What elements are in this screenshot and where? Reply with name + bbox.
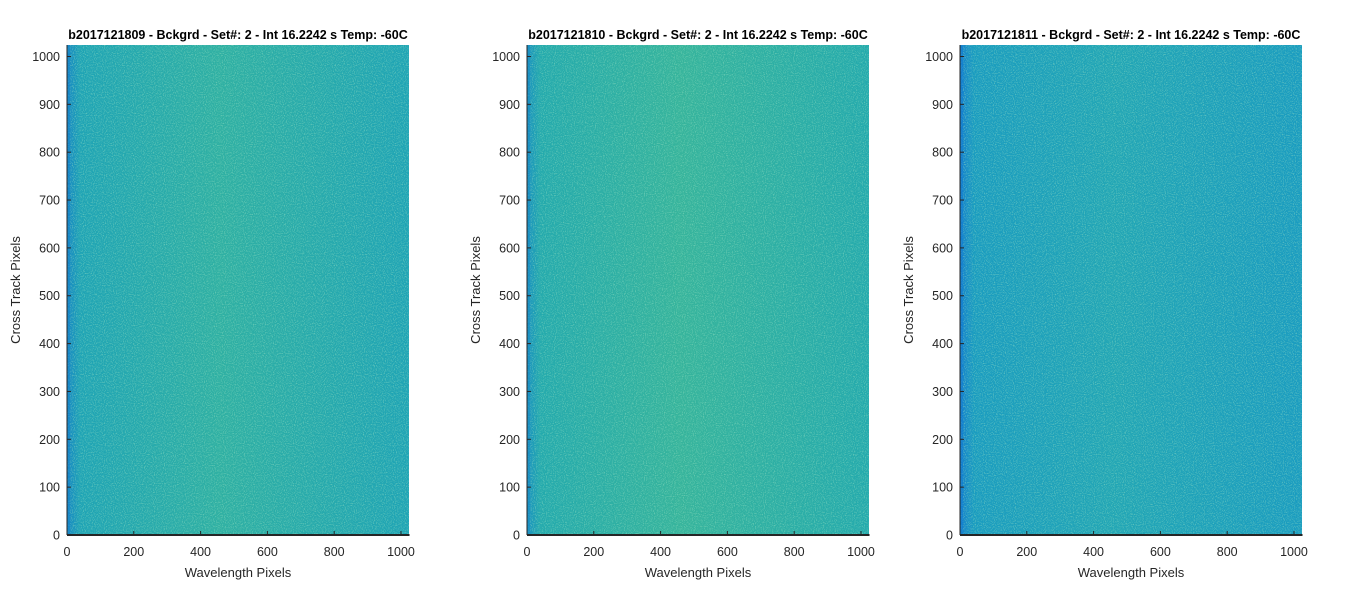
x-axis-label: Wavelength Pixels	[185, 565, 292, 580]
heatmap-edge	[527, 45, 530, 535]
x-tick-label: 0	[957, 545, 964, 559]
y-tick-label: 0	[946, 529, 953, 543]
y-tick-label: 100	[499, 481, 520, 495]
y-tick-label: 900	[932, 98, 953, 112]
x-tick-label: 200	[1016, 545, 1037, 559]
x-tick-label: 400	[650, 545, 671, 559]
y-tick-label: 1000	[32, 50, 60, 64]
x-tick-label: 1000	[387, 545, 415, 559]
chart-title: b2017121811 - Bckgrd - Set#: 2 - Int 16.…	[962, 28, 1301, 42]
y-tick-label: 200	[39, 433, 60, 447]
chart-title: b2017121809 - Bckgrd - Set#: 2 - Int 16.…	[68, 28, 408, 42]
chart-title: b2017121810 - Bckgrd - Set#: 2 - Int 16.…	[528, 28, 868, 42]
y-tick-label: 700	[932, 194, 953, 208]
x-tick-label: 200	[123, 545, 144, 559]
y-tick-label: 200	[932, 433, 953, 447]
y-tick-label: 900	[39, 98, 60, 112]
x-tick-label: 200	[583, 545, 604, 559]
x-tick-label: 0	[524, 545, 531, 559]
heatmap-noise	[527, 45, 869, 535]
y-tick-label: 600	[39, 241, 60, 255]
y-tick-label: 300	[499, 385, 520, 399]
x-tick-label: 400	[190, 545, 211, 559]
y-tick-label: 400	[932, 337, 953, 351]
y-tick-label: 500	[499, 289, 520, 303]
x-tick-label: 600	[257, 545, 278, 559]
y-tick-label: 600	[499, 241, 520, 255]
y-tick-label: 500	[39, 289, 60, 303]
x-tick-label: 600	[1150, 545, 1171, 559]
x-axis-label: Wavelength Pixels	[645, 565, 752, 580]
y-tick-label: 100	[932, 481, 953, 495]
y-tick-label: 800	[932, 146, 953, 160]
x-tick-label: 800	[784, 545, 805, 559]
heatmap-panel-2: 0 100 200 300 400 500 600 700 800 900 1000 0 200 400 6…	[468, 28, 875, 580]
heatmap-edge	[67, 45, 70, 535]
heatmap-noise	[67, 45, 409, 535]
y-tick-label: 700	[499, 194, 520, 208]
y-tick-label: 300	[932, 385, 953, 399]
y-tick-label: 0	[513, 529, 520, 543]
x-tick-label: 400	[1083, 545, 1104, 559]
x-tick-label: 0	[64, 545, 71, 559]
x-axis-label: Wavelength Pixels	[1078, 565, 1185, 580]
y-tick-label: 700	[39, 194, 60, 208]
y-tick-label: 0	[53, 529, 60, 543]
y-tick-label: 600	[932, 241, 953, 255]
x-tick-label: 800	[324, 545, 345, 559]
y-tick-label: 1000	[925, 50, 953, 64]
heatmap-panel-1: 0 100 200 300 400 500 600 700 800 900 1000 0 200 400 6…	[8, 28, 415, 580]
y-tick-label: 500	[932, 289, 953, 303]
x-tick-label: 600	[717, 545, 738, 559]
y-tick-label: 400	[499, 337, 520, 351]
y-axis-label: Cross Track Pixels	[468, 236, 483, 344]
y-tick-label: 900	[499, 98, 520, 112]
y-tick-label: 100	[39, 481, 60, 495]
y-tick-label: 300	[39, 385, 60, 399]
x-tick-label: 800	[1217, 545, 1238, 559]
heatmap-edge	[960, 45, 963, 535]
y-axis-label: Cross Track Pixels	[901, 236, 916, 344]
y-tick-label: 800	[499, 146, 520, 160]
y-tick-label: 1000	[492, 50, 520, 64]
y-tick-label: 800	[39, 146, 60, 160]
y-tick-label: 200	[499, 433, 520, 447]
heatmap-noise	[960, 45, 1302, 535]
heatmap-panel-3: 0 100 200 300 400 500 600 700 800 900 1000 0 200 400 6…	[901, 28, 1308, 580]
x-tick-label: 1000	[1280, 545, 1308, 559]
y-tick-label: 400	[39, 337, 60, 351]
y-axis-label: Cross Track Pixels	[8, 236, 23, 344]
x-tick-label: 1000	[847, 545, 875, 559]
